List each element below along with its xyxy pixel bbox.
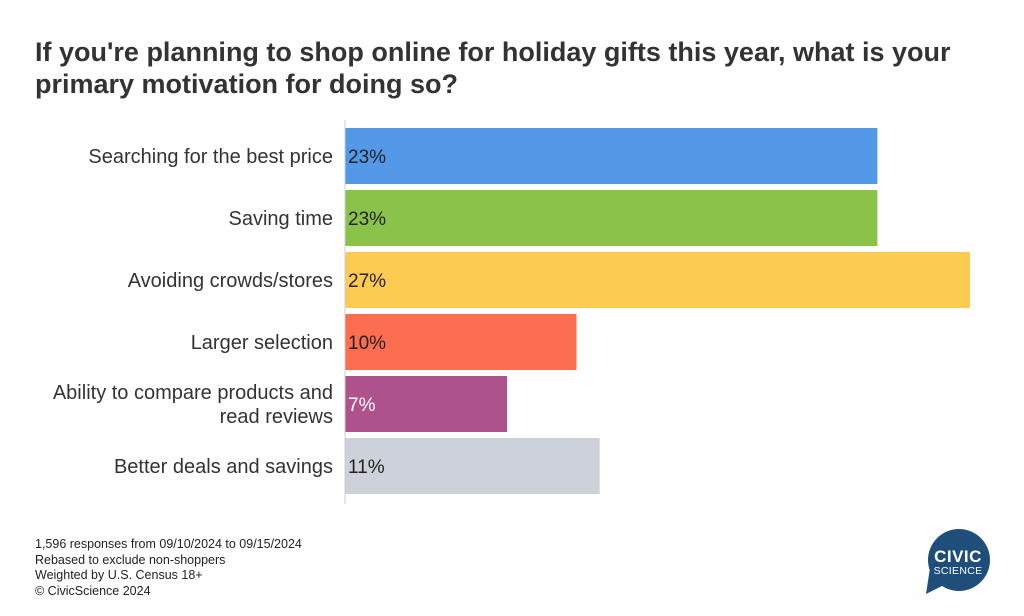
- bar-5: [345, 438, 600, 494]
- bar-0: [345, 128, 878, 184]
- bars-layer: 23% Searching for the best price 23% Saving…: [53, 128, 970, 494]
- value-label-3: 10%: [348, 333, 386, 354]
- civicscience-logo: [926, 529, 990, 594]
- footnote-responses: 1,596 responses from 09/10/2024 to 09/15…: [35, 537, 302, 551]
- category-label-line: read reviews: [220, 406, 333, 428]
- chart-title: If you're planning to shop online for ho…: [35, 37, 951, 99]
- value-label-5: 11%: [348, 457, 385, 478]
- bar-chart: 23% Searching for the best price 23% Saving…: [53, 120, 970, 504]
- category-label-0: Searching for the best price: [88, 146, 333, 168]
- category-label-2: Avoiding crowds/stores: [128, 270, 333, 292]
- category-label-line: Better deals and savings: [114, 456, 333, 478]
- value-label-2: 27%: [348, 271, 386, 292]
- footnotes: 1,596 responses from 09/10/2024 to 09/15…: [35, 537, 302, 599]
- value-label-0: 23%: [348, 147, 386, 168]
- category-label-3: Larger selection: [191, 332, 333, 354]
- logo-tail: [926, 568, 946, 594]
- category-label-line: Larger selection: [191, 332, 333, 354]
- logo-badge: [928, 529, 990, 591]
- category-label-line: Searching for the best price: [88, 146, 333, 168]
- category-label-1: Saving time: [229, 208, 334, 230]
- category-label-5: Better deals and savings: [114, 456, 333, 478]
- value-label-4: 7%: [348, 395, 376, 416]
- category-label-4: Ability to compare products and read revi…: [53, 382, 333, 428]
- value-label-1: 23%: [348, 209, 386, 230]
- footnote-rebased: Rebased to exclude non-shoppers: [35, 552, 226, 567]
- footnote-copyright: © CivicScience 2024: [35, 583, 151, 598]
- bar-1: [345, 190, 878, 246]
- category-label-line: Avoiding crowds/stores: [128, 270, 333, 292]
- category-label-line: Ability to compare products and: [53, 382, 333, 404]
- category-label-line: Saving time: [229, 208, 334, 230]
- bar-2: [345, 252, 970, 308]
- bar-4: [345, 376, 508, 432]
- footnote-weighting: Weighted by U.S. Census 18+: [35, 568, 203, 582]
- bar-3: [345, 314, 577, 370]
